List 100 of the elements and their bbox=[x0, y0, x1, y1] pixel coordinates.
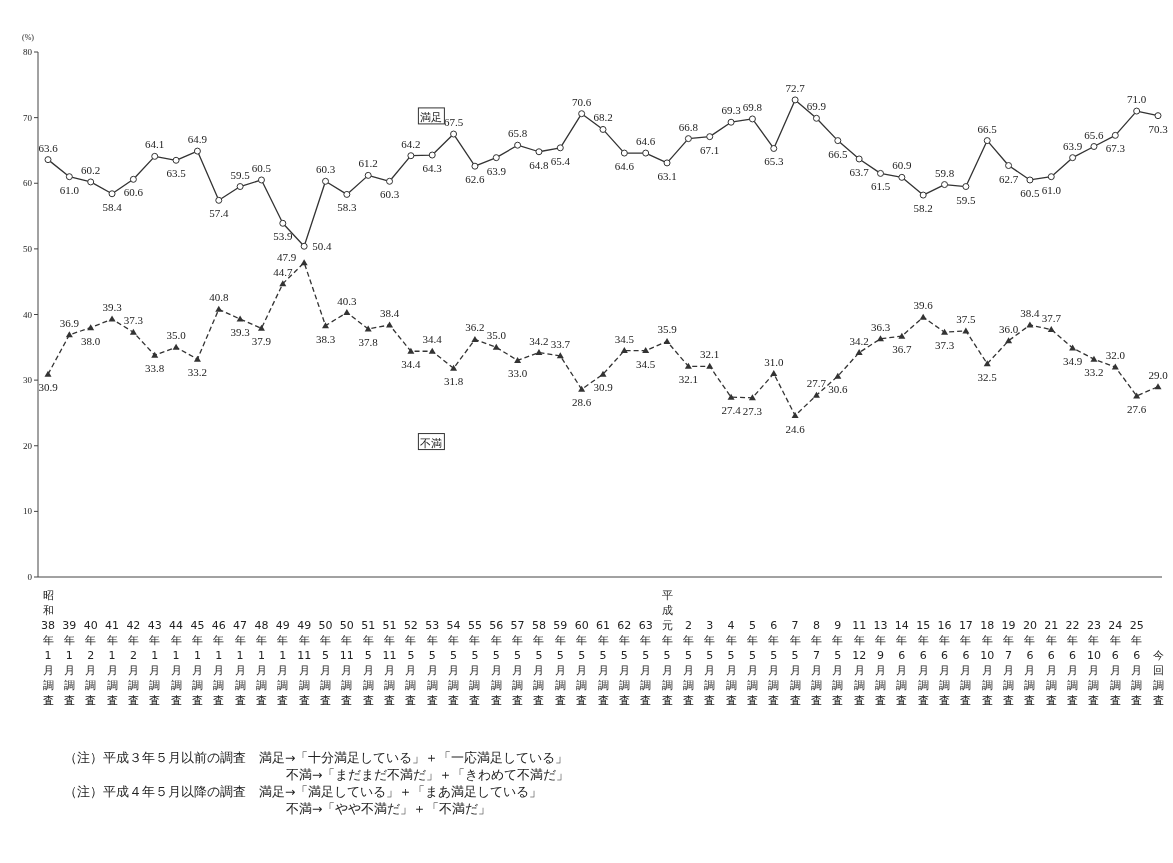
data-label: 30.9 bbox=[593, 381, 614, 394]
xtick: 63年5月調査 bbox=[638, 619, 653, 707]
point bbox=[364, 171, 372, 179]
data-label: 63.7 bbox=[849, 165, 870, 178]
point bbox=[535, 148, 543, 156]
xtick: 60年5月調査 bbox=[574, 619, 589, 707]
point bbox=[172, 156, 180, 164]
y-tick-label: 60 bbox=[23, 178, 33, 189]
point bbox=[1090, 355, 1098, 362]
point bbox=[1111, 363, 1119, 370]
data-label: 59.5 bbox=[956, 193, 977, 206]
data-label: 33.0 bbox=[507, 367, 528, 380]
data-label: 64.2 bbox=[401, 137, 421, 150]
data-label: 37.7 bbox=[1041, 311, 1062, 324]
data-label: 61.0 bbox=[1041, 183, 1062, 196]
data-label: 32.5 bbox=[977, 370, 998, 383]
point bbox=[770, 144, 778, 152]
point bbox=[919, 191, 927, 199]
xtick: 23年10月調査 bbox=[1086, 619, 1101, 707]
data-label: 32.1 bbox=[678, 373, 699, 386]
point bbox=[1026, 176, 1034, 184]
data-label: 37.5 bbox=[956, 312, 977, 325]
text: （注）平成４年５月以降の調査 満足→「満足している」＋「まあ満足している」 bbox=[64, 784, 543, 799]
data-label: 58.3 bbox=[337, 201, 357, 214]
data-label: 60.3 bbox=[379, 188, 400, 201]
data-label: 67.3 bbox=[1105, 142, 1126, 155]
data-label: 31.0 bbox=[764, 355, 784, 368]
data-label: 66.8 bbox=[678, 120, 699, 133]
point bbox=[129, 328, 137, 335]
xtick: 11年12月調査 bbox=[852, 619, 867, 707]
point bbox=[748, 394, 756, 401]
xtick: 2年5月調査 bbox=[682, 619, 694, 707]
data-label: 60.9 bbox=[892, 159, 912, 172]
point bbox=[343, 190, 351, 198]
data-label: 27.4 bbox=[721, 404, 742, 417]
point bbox=[1026, 321, 1034, 328]
data-label: 61.2 bbox=[358, 157, 378, 170]
xtick: 25年6月調査 bbox=[1129, 619, 1144, 707]
xtick: 49年1月調査 bbox=[275, 619, 290, 707]
point bbox=[791, 412, 799, 419]
point bbox=[748, 115, 756, 123]
point bbox=[983, 360, 991, 367]
point bbox=[1154, 112, 1162, 120]
point bbox=[663, 159, 671, 167]
xtick: 51年11月調査 bbox=[382, 619, 397, 707]
xtick: 49年11月調査 bbox=[297, 619, 312, 707]
series-name: 不満 bbox=[417, 433, 445, 451]
data-label: 34.5 bbox=[636, 357, 656, 370]
xtick: 59年5月調査 bbox=[553, 619, 568, 707]
data-label: 40.8 bbox=[209, 291, 229, 304]
series-name: 満足 bbox=[417, 107, 445, 125]
point bbox=[129, 175, 137, 183]
xtick: 54年5月調査 bbox=[446, 619, 461, 707]
point bbox=[87, 324, 95, 331]
data-label: 66.5 bbox=[977, 122, 998, 135]
data-label: 44.7 bbox=[273, 265, 293, 278]
data-label: 34.9 bbox=[1062, 354, 1083, 367]
point bbox=[941, 328, 949, 335]
data-label: 65.4 bbox=[550, 154, 571, 167]
data-label: 65.8 bbox=[507, 127, 528, 140]
data-label: 33.2 bbox=[187, 366, 208, 379]
data-label: 50.4 bbox=[312, 240, 332, 253]
data-label: 34.4 bbox=[422, 333, 443, 346]
point bbox=[684, 362, 692, 369]
point bbox=[172, 343, 180, 350]
point bbox=[1111, 131, 1119, 139]
data-label: 69.9 bbox=[806, 100, 827, 113]
data-label: 38.3 bbox=[315, 332, 336, 345]
point bbox=[642, 149, 650, 157]
xtick: 9年5月調査 bbox=[832, 619, 844, 707]
point bbox=[727, 393, 735, 400]
xtick: 43年1月調査 bbox=[147, 619, 162, 707]
data-label: 34.5 bbox=[614, 332, 635, 345]
point bbox=[193, 355, 201, 362]
point bbox=[492, 343, 500, 350]
point bbox=[514, 356, 522, 363]
data-label: 33.7 bbox=[550, 337, 571, 350]
data-label: 60.5 bbox=[251, 161, 272, 174]
point bbox=[471, 335, 479, 342]
point bbox=[108, 315, 116, 322]
data-label: 36.7 bbox=[892, 343, 912, 356]
data-label: 58.2 bbox=[913, 202, 933, 215]
point bbox=[215, 196, 223, 204]
data-label: 40.3 bbox=[337, 294, 357, 307]
xtick: 18年10月調査 bbox=[980, 619, 995, 707]
xtick: 48年1月調査 bbox=[254, 619, 269, 707]
point bbox=[322, 177, 329, 185]
point bbox=[599, 370, 607, 377]
xtick: 39年1月調査 bbox=[62, 619, 77, 707]
data-label: 58.4 bbox=[102, 200, 123, 213]
data-label: 64.8 bbox=[529, 158, 550, 171]
data-label: 36.3 bbox=[870, 320, 891, 333]
y-axis-title: (%) bbox=[22, 33, 35, 42]
point bbox=[300, 259, 308, 266]
data-label: 36.2 bbox=[465, 321, 485, 334]
data-label: 70.3 bbox=[1148, 122, 1169, 135]
point bbox=[983, 137, 991, 145]
data-label: 30.6 bbox=[828, 383, 848, 396]
data-label: 36.9 bbox=[59, 316, 80, 329]
data-label: 34.4 bbox=[401, 358, 422, 371]
